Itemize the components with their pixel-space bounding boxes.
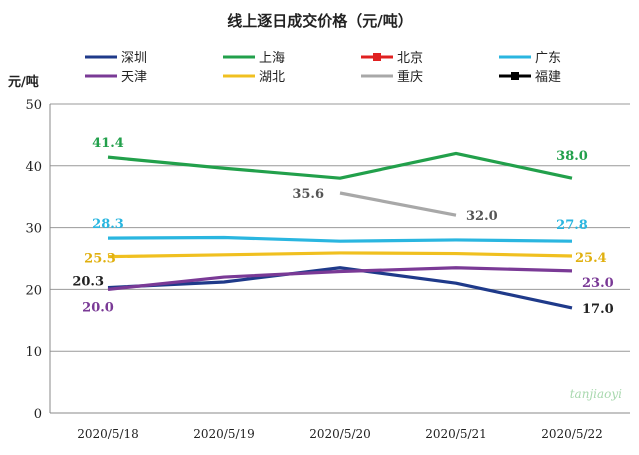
- legend-label: 深圳: [121, 51, 147, 66]
- data-label: 23.0: [582, 276, 614, 291]
- legend-label: 湖北: [259, 70, 285, 85]
- data-label: 27.8: [556, 218, 588, 233]
- y-tick-label: 30: [25, 222, 42, 237]
- data-label: 20.3: [72, 275, 104, 290]
- data-label: 41.4: [92, 136, 124, 151]
- data-label: 25.3: [84, 252, 116, 267]
- y-axis-label: 元/吨: [8, 74, 39, 90]
- series-line-上海: [107, 151, 573, 180]
- legend-label: 天津: [121, 70, 147, 85]
- legend-label: 北京: [397, 51, 423, 66]
- data-label: 32.0: [466, 209, 498, 224]
- series-line-天津: [107, 266, 573, 291]
- watermark: tanjiaoyi: [570, 387, 622, 401]
- y-tick-label: 10: [25, 345, 42, 360]
- y-tick-label: 0: [34, 407, 42, 422]
- data-label: 17.0: [582, 302, 614, 317]
- data-label: 20.0: [82, 300, 114, 315]
- x-tick-label: 2020/5/18: [77, 427, 139, 441]
- legend-label: 广东: [535, 51, 561, 66]
- series-line-重庆: [339, 191, 457, 217]
- data-label: 35.6: [292, 187, 324, 202]
- legend-marker: [373, 53, 381, 61]
- x-tick-label: 2020/5/19: [193, 427, 255, 441]
- legend-label: 上海: [259, 51, 285, 66]
- chart-title: 线上逐日成交价格（元/吨）: [227, 12, 412, 30]
- data-label: 38.0: [556, 149, 588, 164]
- legend-marker: [511, 72, 519, 80]
- y-tick-label: 40: [25, 160, 42, 175]
- series-line-深圳: [107, 266, 573, 310]
- x-tick-label: 2020/5/20: [309, 427, 371, 441]
- legend-label: 福建: [535, 70, 561, 85]
- series-line-广东: [107, 235, 573, 243]
- data-label: 28.3: [92, 217, 124, 232]
- x-tick-label: 2020/5/21: [425, 427, 487, 441]
- legend-label: 重庆: [397, 69, 423, 85]
- x-tick-label: 2020/5/22: [541, 427, 603, 441]
- y-tick-label: 50: [25, 98, 42, 113]
- series-line-湖北: [107, 251, 573, 259]
- data-label: 25.4: [575, 251, 607, 266]
- y-tick-label: 20: [25, 283, 42, 298]
